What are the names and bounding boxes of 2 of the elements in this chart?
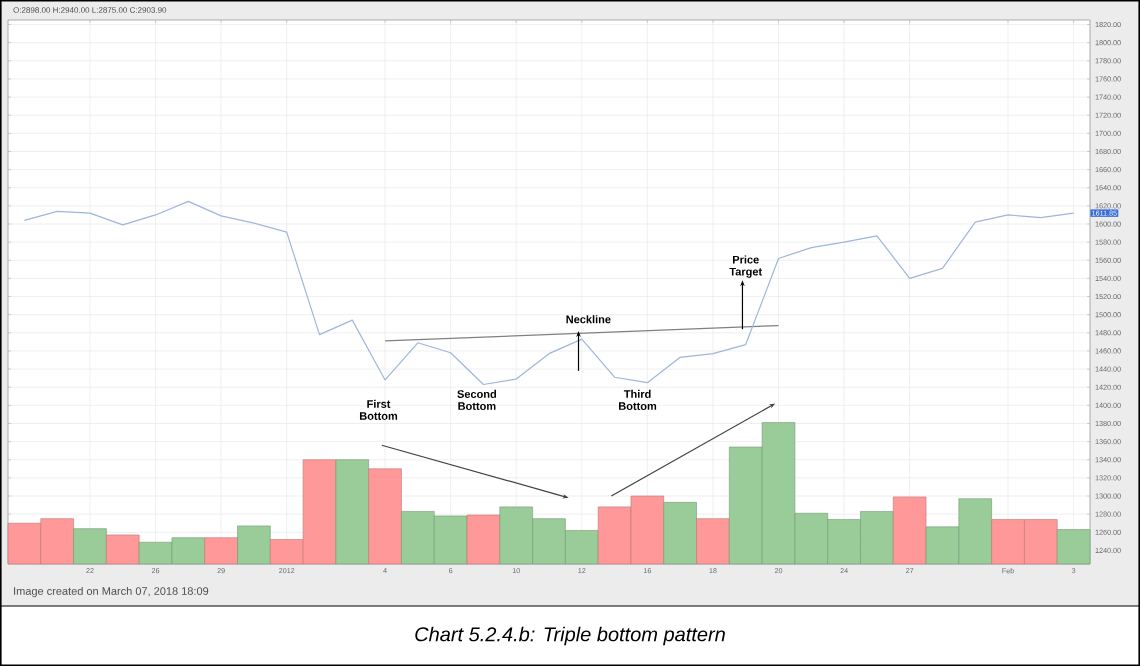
line-series [23, 200, 1075, 386]
text: Chart 5.2.4.b: Triple bottom pattern [415, 626, 725, 646]
